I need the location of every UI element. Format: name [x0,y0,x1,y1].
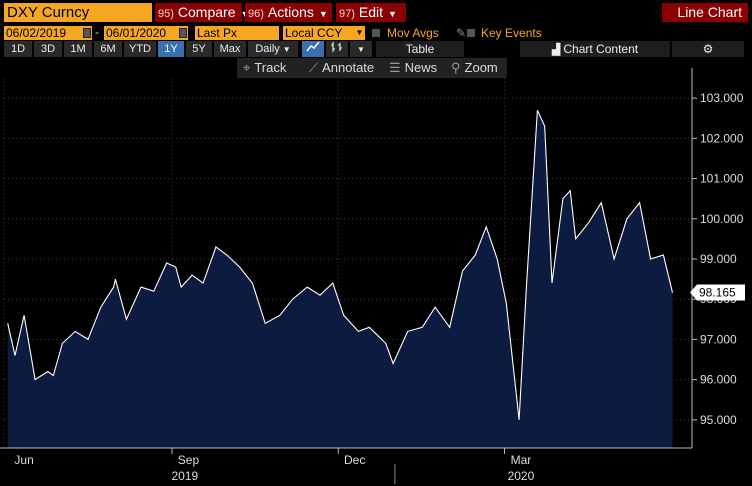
chevron-down-icon: ▼ [388,9,397,19]
pencil-icon[interactable]: ✎ [456,26,467,40]
y-tick-label: 99.000 [700,252,737,266]
range-toolbar: 1D 3D 1M 6M YTD 1Y 5Y Max Daily ▼ ▼ Table… [0,41,752,58]
edit-menu-number: 97) [339,8,355,20]
range-button-max[interactable]: Max [214,41,246,57]
compare-menu-number: 95) [158,8,174,20]
actions-menu-label: Actions [267,4,314,20]
bar-chart-icon[interactable] [326,41,348,57]
price-field-input[interactable]: Last Px [195,26,279,40]
end-date-input[interactable]: 06/01/2020 [104,26,188,40]
range-button-3d[interactable]: 3D [34,41,62,57]
line-chart-icon[interactable] [302,41,324,57]
compare-menu[interactable]: 95)Compare ▼ [155,3,249,22]
currency-value: Local CCY [285,26,343,40]
news-tool-label: News [404,60,438,75]
range-button-1m[interactable]: 1M [64,41,92,57]
annotate-tool-label: Annotate [322,60,375,75]
edit-menu[interactable]: 97) Edit ▼ [336,3,406,22]
track-tool-label: Track [254,60,287,75]
date-separator: - [95,25,99,39]
y-tick-label: 100.000 [700,212,744,226]
controls-row: 06/02/2019 - 06/01/2020 Last Px Local CC… [0,24,752,41]
y-tick-label: 96.000 [700,373,737,387]
news-tool[interactable]: ☰ News [389,58,437,78]
chart-type-title: Line Chart [662,3,748,22]
chart-content-icon: ▟ [551,44,561,56]
actions-menu-number: 96) [248,8,264,20]
frequency-select[interactable]: Daily ▼ [248,41,298,57]
annotate-icon: ⟋ [309,60,319,75]
chart-tools-bar: ⌖ Track ⟋ Annotate ☰ News ⚲ Zoom [237,58,507,78]
x-month-label: Dec [344,453,365,467]
crosshair-icon: ⌖ [243,60,251,75]
mov-avgs-checkbox[interactable] [372,29,380,37]
range-button-5y[interactable]: 5Y [186,41,212,57]
y-tick-label: 101.000 [700,172,744,186]
x-year-label: 2020 [508,469,535,483]
chevron-down-icon: ▼ [318,9,328,19]
edit-menu-label: Edit [358,4,384,20]
range-button-1y[interactable]: 1Y [158,41,184,57]
range-button-ytd[interactable]: YTD [124,41,156,57]
end-date-value: 06/01/2020 [106,26,167,40]
y-tick-label: 95.000 [700,413,737,427]
series-line [7,109,674,420]
range-button-6m[interactable]: 6M [94,41,122,57]
y-tick-label: 97.000 [700,332,737,346]
calendar-icon[interactable] [179,28,187,38]
y-tick-label: 103.000 [700,91,744,105]
chart-content-button[interactable]: ▟ Chart Content [520,41,670,57]
news-icon: ☰ [389,60,401,75]
last-value-badge [690,284,745,301]
range-button-1d[interactable]: 1D [4,41,32,57]
calendar-icon[interactable] [83,28,91,38]
annotate-tool[interactable]: ⟋ Annotate [309,58,374,78]
last-value-label: 98.165 [699,286,736,300]
gear-icon: ⚙ [702,42,714,56]
price-field-value: Last Px [197,26,238,40]
currency-select[interactable]: Local CCY ▼ [283,26,365,40]
chevron-down-icon: ▼ [282,45,291,54]
zoom-tool-label: Zoom [464,60,498,75]
x-year-label: 2019 [171,469,198,483]
chart-content-label: Chart Content [563,42,639,56]
chevron-down-icon: ▼ [354,26,365,40]
key-events-checkbox[interactable] [467,29,475,37]
series-area [7,110,673,448]
zoom-icon: ⚲ [451,60,461,75]
zoom-tool[interactable]: ⚲ Zoom [451,58,498,78]
chart-plot-area[interactable]: 95.00096.00097.00098.00099.000100.000101… [0,58,752,486]
start-date-value: 06/02/2019 [6,26,67,40]
mov-avgs-label: Mov Avgs [387,26,439,40]
x-month-label: Jun [14,453,33,467]
title-bar-row: DXY Curncy 95)Compare ▼ 96)Actions ▼ 97)Ed… [0,0,752,24]
price-chart: 95.00096.00097.00098.00099.000100.000101… [0,58,752,486]
settings-button[interactable]: ⚙ [672,41,744,57]
start-date-input[interactable]: 06/02/2019 [4,26,92,40]
x-month-label: Mar [511,453,532,467]
actions-menu[interactable]: 96) Actions ▼ [245,3,332,22]
chevron-down-icon[interactable]: ▼ [350,41,372,57]
y-tick-label: 102.000 [700,131,744,145]
frequency-value: Daily [255,43,280,55]
ticker-field[interactable]: DXY Curncy [4,3,152,22]
track-tool[interactable]: ⌖ Track [243,58,286,78]
compare-menu-label: Compare [177,4,236,20]
x-month-label: Sep [178,453,200,467]
chevron-down-icon: ▼ [241,9,250,19]
key-events-label: Key Events [481,26,542,40]
table-button[interactable]: Table [376,41,464,57]
